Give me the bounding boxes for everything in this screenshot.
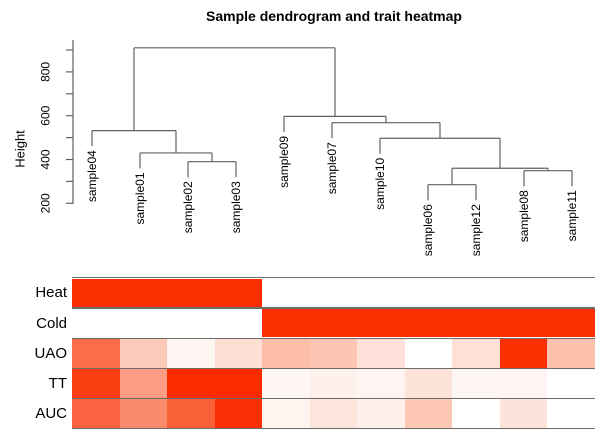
heatmap-cell-UAO-sample09 [262,338,310,368]
leaf-label-sample12: sample12 [469,204,483,256]
heatmap-row-Heat [72,278,595,308]
heatmap-cell-Heat-sample10 [357,278,405,308]
heatmap-cell-Cold-sample01 [119,308,167,338]
heatmap-cell-UAO-sample01 [119,338,167,368]
heatmap-cell-Cold-sample11 [547,308,595,338]
heatmap-cell-Heat-sample01 [119,278,167,308]
heatmap-cell-AUC-sample03 [214,399,262,429]
heatmap-cell-TT-sample01 [119,369,167,398]
heatmap-cell-Heat-sample11 [547,278,595,308]
heatmap-cell-UAO-sample12 [452,338,500,368]
heatmap-row-label-AUC: AUC [35,405,67,423]
leaf-label-sample03: sample03 [229,181,243,233]
y-axis-tick-label: 600 [39,105,53,125]
heatmap-cell-Cold-sample06 [404,308,452,338]
leaf-label-sample06: sample06 [421,204,435,256]
leaf-label-sample09: sample09 [277,136,291,188]
leaf-label-sample08: sample08 [517,190,531,242]
heatmap-cell-UAO-sample02 [167,338,215,368]
leaf-label-sample01: sample01 [133,172,147,224]
heatmap-cell-Cold-sample03 [214,308,262,338]
heatmap-cell-TT-sample06 [404,369,452,398]
heatmap-cell-UAO-sample03 [214,338,262,368]
heatmap-cell-TT-sample02 [167,369,215,398]
heatmap-cell-TT-sample03 [214,369,262,398]
heatmap-cell-TT-sample11 [547,369,595,398]
heatmap-row-label-TT: TT [48,375,67,392]
heatmap-cell-UAO-sample06 [404,338,452,368]
sample-dendrogram: 200 400 600 800 Height sample02 sample03 sample… [13,40,579,256]
heatmap-row-separator [72,337,595,339]
heatmap-cell-AUC-sample09 [262,399,310,429]
y-axis-tick-label: 800 [39,62,53,82]
heatmap-cell-AUC-sample08 [499,399,547,429]
chart-title: Sample dendrogram and trait heatmap [206,8,462,24]
heatmap-cell-TT-sample08 [499,369,547,398]
heatmap-cell-AUC-sample04 [72,399,120,429]
heatmap-row-separator [72,397,595,400]
heatmap-cell-TT-sample10 [357,369,405,398]
heatmap-cell-AUC-sample10 [357,399,405,429]
heatmap-row-separator [72,367,595,370]
heatmap-cell-Heat-sample12 [452,278,500,308]
heatmap-row-Cold [72,308,595,338]
heatmap-cell-Heat-sample02 [167,278,215,308]
heatmap-cell-Cold-sample08 [499,308,547,338]
heatmap-row-label-Heat: Heat [35,284,67,302]
heatmap-cell-Heat-sample06 [404,278,452,308]
leaf-label-sample07: sample07 [325,142,339,194]
heatmap-cell-AUC-sample06 [404,399,452,429]
heatmap-cell-Cold-sample04 [72,308,120,338]
heatmap-cell-Heat-sample03 [214,278,262,308]
leaf-label-sample11: sample11 [565,190,579,241]
heatmap-border-bottom [72,428,595,430]
heatmap-row-TT [72,369,595,398]
heatmap-cell-Cold-sample12 [452,308,500,338]
heatmap-cell-Heat-sample09 [262,278,310,308]
y-axis-tick-label: 200 [39,193,53,213]
heatmap-cell-Cold-sample02 [167,308,215,338]
heatmap-cell-TT-sample04 [72,369,120,398]
leaf-label-sample02: sample02 [181,181,195,233]
heatmap-cell-UAO-sample10 [357,338,405,368]
heatmap-cell-UAO-sample11 [547,338,595,368]
leaf-label-sample04: sample04 [85,150,99,202]
heatmap-cell-Cold-sample09 [262,308,310,338]
heatmap-cell-Cold-sample10 [357,308,405,338]
heatmap-cell-AUC-sample01 [119,399,167,429]
heatmap-cell-AUC-sample02 [167,399,215,429]
heatmap-cell-AUC-sample07 [309,399,357,429]
heatmap-cell-AUC-sample11 [547,399,595,429]
y-axis-tick-label: 400 [39,149,53,169]
heatmap-cell-TT-sample12 [452,369,500,398]
heatmap-cell-Heat-sample04 [72,278,120,308]
heatmap-cell-Cold-sample07 [309,308,357,338]
heatmap-cell-UAO-sample08 [499,338,547,368]
heatmap-border-top [72,277,595,279]
heatmap-cell-Heat-sample07 [309,278,357,308]
heatmap-cell-TT-sample09 [262,369,310,398]
heatmap-cell-Heat-sample08 [499,278,547,308]
heatmap-row-label-Cold: Cold [36,314,67,332]
leaf-label-sample10: sample10 [373,157,387,209]
heatmap-cell-AUC-sample12 [452,399,500,429]
heatmap-row-UAO [72,338,595,368]
heatmap-cell-TT-sample07 [309,369,357,398]
heatmap-cell-UAO-sample04 [72,338,120,368]
heatmap-cell-UAO-sample07 [309,338,357,368]
heatmap-row-label-UAO: UAO [34,344,67,362]
y-axis-title: Height [13,130,28,168]
heatmap-row-AUC [72,399,595,429]
heatmap-row-separator [72,307,595,309]
